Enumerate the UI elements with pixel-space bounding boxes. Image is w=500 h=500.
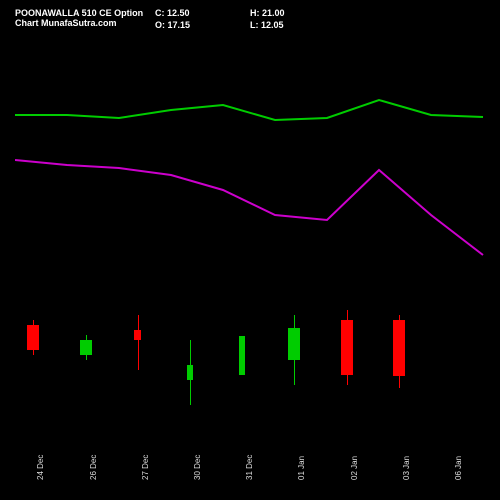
x-axis-label: 30 Dec [193,455,202,480]
x-axis-label: 24 Dec [36,455,45,480]
candle-body [134,330,141,340]
chart-plot-area [15,40,485,440]
low-value: L: 12.05 [250,20,285,30]
candle-body [341,320,353,375]
chart-title: POONAWALLA 510 CE Option Chart MunafaSut… [15,8,145,30]
close-value: C: 12.50 [155,8,190,18]
candle-body [27,325,39,350]
lower-band-line [15,160,483,255]
candle-wick [138,315,139,370]
x-axis-label: 02 Jan [350,456,359,480]
candle-body [288,328,300,360]
x-axis-label: 03 Jan [402,456,411,480]
x-axis: 24 Dec 26 Dec 27 Dec 30 Dec 31 Dec 01 Jan 02 J… [15,440,485,490]
candle-body [239,336,246,375]
high-value: H: 21.00 [250,8,285,18]
chart-header: POONAWALLA 510 CE Option Chart MunafaSut… [15,8,485,30]
candle-body [393,320,405,376]
upper-band-line [15,100,483,120]
candle-body [187,365,194,380]
x-axis-label: 26 Dec [89,455,98,480]
x-axis-label: 01 Jan [297,456,306,480]
candle-body [80,340,92,355]
x-axis-label: 06 Jan [454,456,463,480]
x-axis-label: 31 Dec [245,455,254,480]
x-axis-label: 27 Dec [141,455,150,480]
indicator-lines [15,40,485,440]
ohlc-readout: C: 12.50 O: 17.15 H: 21.00 L: 12.05 [155,8,285,30]
open-value: O: 17.15 [155,20,190,30]
